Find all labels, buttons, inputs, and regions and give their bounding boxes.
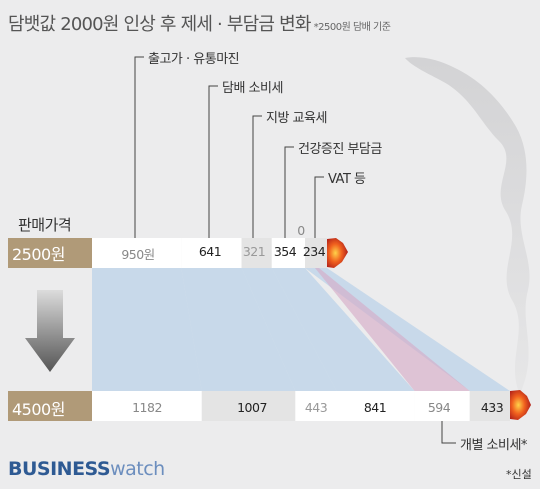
logo-light: watch — [110, 458, 165, 480]
segment-before-1 — [181, 238, 242, 268]
segment-before-2 — [241, 238, 272, 268]
callout-lines — [134, 56, 456, 444]
source-note: *신설 — [506, 468, 532, 481]
smoke — [405, 57, 530, 396]
ember-icon-after — [510, 390, 531, 420]
bar-4500 — [8, 391, 510, 421]
ember-icon-before — [327, 238, 348, 268]
segment-after-2 — [295, 391, 337, 421]
callout-vat: VAT 등 — [328, 172, 366, 187]
seg-before-consumption-tax: 641 — [198, 244, 222, 259]
seg-after-consumption-tax: 1007 — [237, 400, 267, 415]
segment-after-4 — [414, 391, 470, 421]
seg-before-vat: 234 — [302, 244, 326, 259]
price-4500: 4500원 — [12, 400, 65, 419]
logo: BUSINESSwatch — [8, 458, 165, 480]
bar-2500 — [8, 238, 327, 268]
seg-before-individual-tax: 0 — [297, 223, 305, 238]
title-note: *2500원 담배 기준 — [313, 22, 391, 33]
title-main: 담뱃값 2000원 인상 후 제세 · 부담금 변화 — [8, 14, 311, 35]
seg-after-individual-tax: 594 — [427, 400, 451, 415]
segment-before-3 — [271, 238, 306, 268]
flow-band-2 — [241, 268, 337, 391]
seg-before-education-tax: 321 — [242, 244, 266, 259]
flow-band-0 — [92, 268, 202, 391]
flow-band-individual — [315, 268, 470, 391]
page-title: 담뱃값 2000원 인상 후 제세 · 부담금 변화 *2500원 담배 기준 — [8, 10, 391, 36]
flow-bands — [92, 268, 510, 391]
segment-before-4 — [305, 238, 327, 268]
seg-before-margin: 950원 — [121, 247, 155, 262]
callout-consumption-tax: 담배 소비세 — [222, 81, 283, 96]
flow-band-3 — [271, 268, 415, 391]
seg-after-health-charge: 841 — [363, 400, 387, 415]
filter-after — [8, 391, 92, 421]
price-2500: 2500원 — [12, 245, 65, 264]
segment-after-1 — [201, 391, 296, 421]
section-label-price: 판매가격 — [18, 216, 72, 234]
seg-after-vat: 433 — [480, 400, 504, 415]
callout-individual-tax: 개별 소비세* — [460, 438, 527, 453]
seg-after-margin: 1182 — [132, 400, 162, 415]
callout-margin: 출고가 · 유통마진 — [148, 52, 240, 67]
seg-after-education-tax: 443 — [304, 400, 328, 415]
segment-after-3 — [336, 391, 415, 421]
segment-after-0 — [92, 391, 202, 421]
down-arrow-icon — [25, 290, 75, 372]
logo-bold: BUSINESS — [8, 458, 111, 480]
flow-band-1 — [181, 268, 296, 391]
segment-after-5 — [469, 391, 510, 421]
segment-before-0 — [92, 238, 182, 268]
callout-education-tax: 지방 교육세 — [266, 111, 327, 126]
callout-health-charge: 건강증진 부담금 — [298, 142, 382, 157]
seg-before-health-charge: 354 — [273, 244, 297, 259]
filter-before — [8, 238, 92, 268]
